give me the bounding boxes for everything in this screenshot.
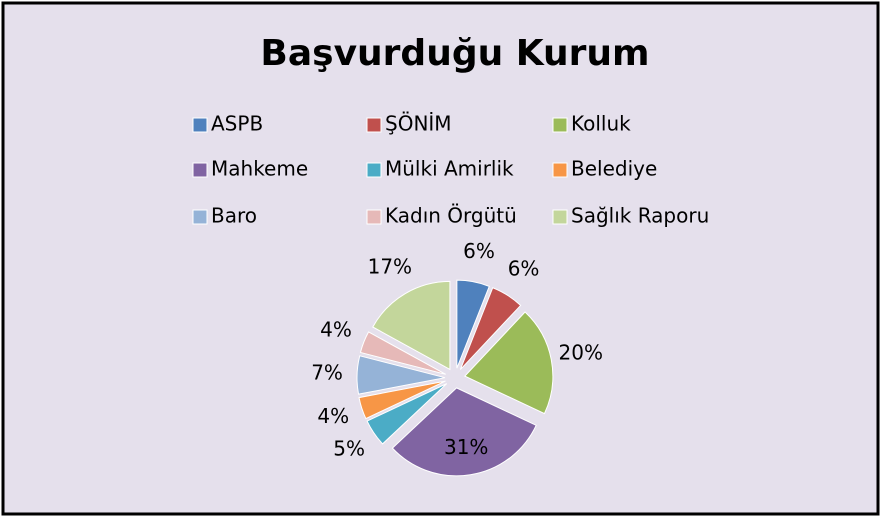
data-label: 4% [320, 317, 352, 341]
legend-swatch [366, 209, 382, 225]
legend-swatch [192, 209, 208, 225]
legend-label: Kadın Örgütü [385, 204, 517, 228]
legend-swatch [366, 117, 382, 133]
legend-label: ŞÖNİM [385, 112, 452, 136]
legend-label: Sağlık Raporu [571, 204, 709, 228]
pie-slice [463, 311, 554, 415]
legend-label: Kolluk [571, 112, 631, 136]
legend-swatch [552, 209, 568, 225]
pie-slice [456, 279, 490, 369]
legend-label: ASPB [211, 112, 263, 136]
pie-slice [372, 280, 451, 371]
pie-slice [356, 355, 446, 395]
pie-slice [358, 380, 446, 420]
legend-swatch [366, 162, 382, 178]
data-label: 6% [508, 256, 540, 280]
data-label: 4% [317, 404, 349, 428]
legend-label: Mülki Amirlik [385, 157, 514, 181]
legend-label: Mahkeme [211, 157, 308, 181]
pie-slice [366, 383, 448, 445]
legend-swatch [192, 117, 208, 133]
data-label: 7% [311, 360, 343, 384]
data-label: 31% [444, 435, 488, 459]
legend-label: Belediye [571, 157, 657, 181]
data-label: 5% [333, 436, 365, 460]
legend-swatch [552, 117, 568, 133]
legend-swatch [192, 162, 208, 178]
data-label: 17% [368, 254, 412, 278]
legend-swatch [552, 162, 568, 178]
data-label: 20% [559, 341, 603, 365]
pie-slice [359, 331, 446, 375]
data-label: 6% [463, 239, 495, 263]
chart-title: Başvurduğu Kurum [260, 33, 649, 74]
legend-label: Baro [211, 204, 257, 228]
pie-slice [459, 287, 522, 370]
pie-slice [391, 387, 537, 477]
